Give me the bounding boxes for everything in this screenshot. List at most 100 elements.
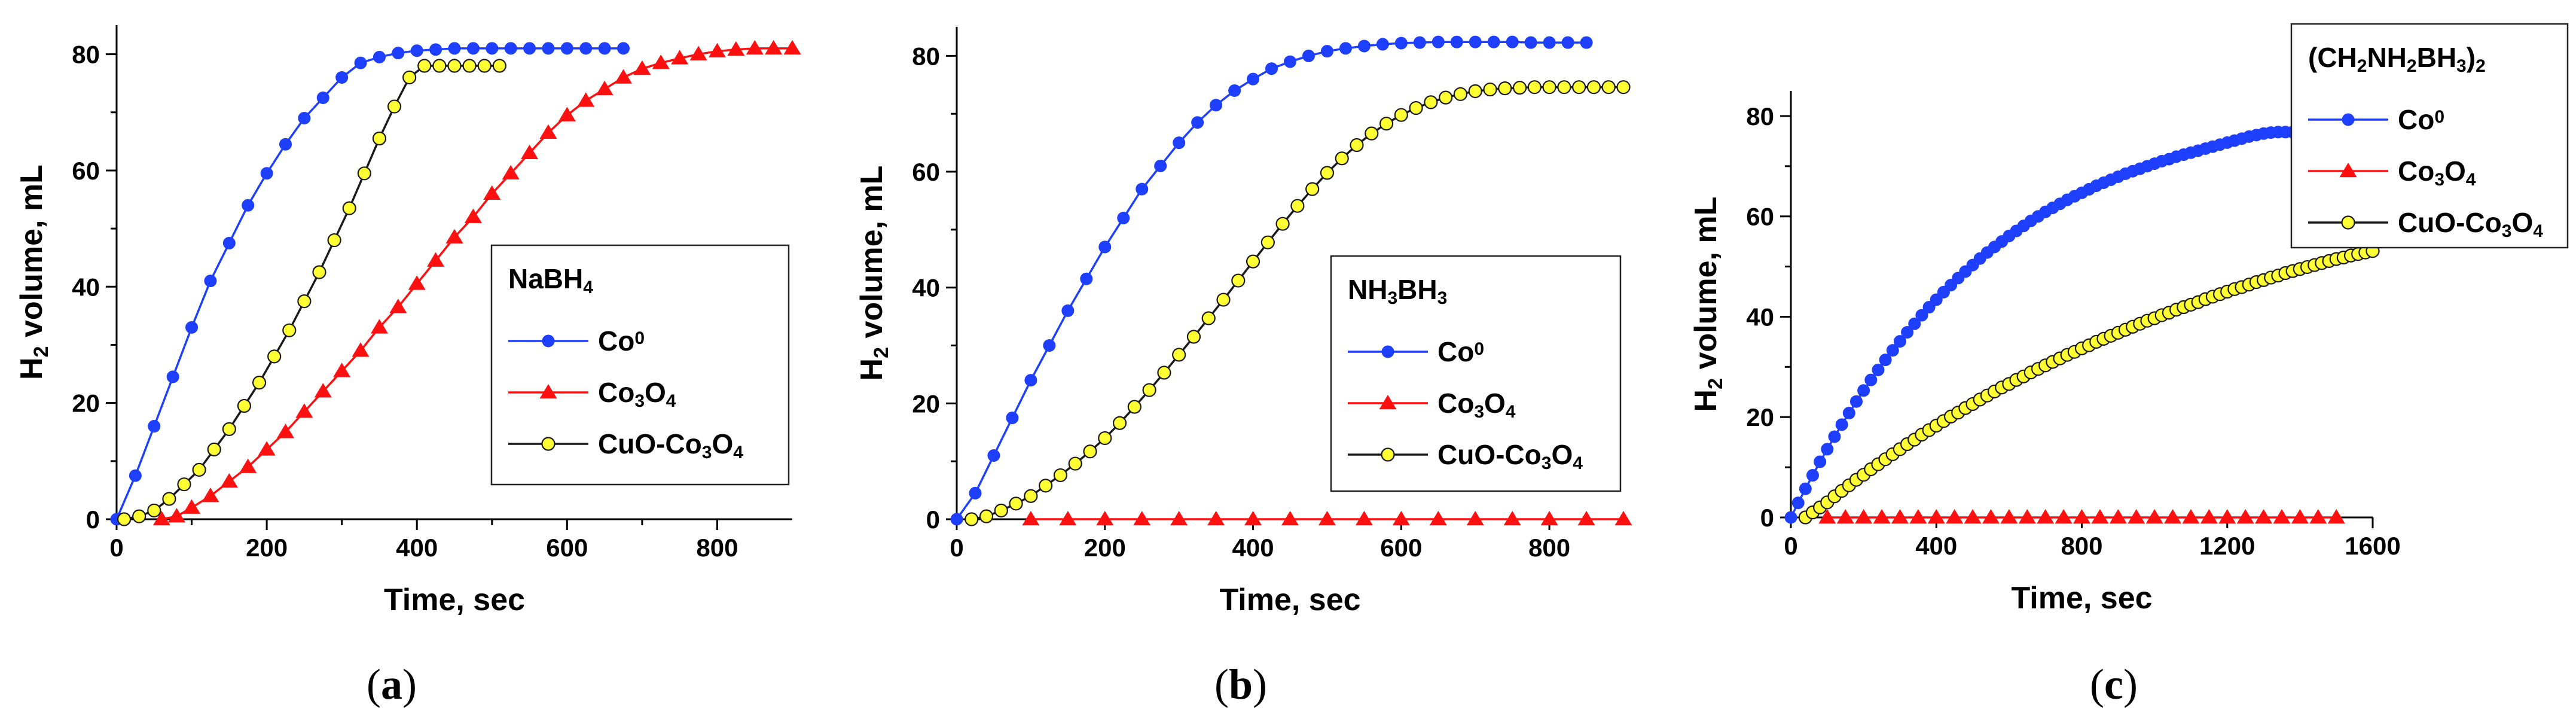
data-point-CuO-Co3O4 <box>1024 489 1038 503</box>
data-point-Co3O4 <box>2000 509 2018 524</box>
data-point-CuO-Co3O4 <box>1601 80 1616 95</box>
y-axis-label: H2 volume, mL <box>854 166 893 381</box>
data-point-Co0 <box>298 111 311 124</box>
data-point-CuO-Co3O4 <box>1112 416 1127 430</box>
data-point-Co3O4 <box>1096 511 1114 526</box>
data-point-Co3O4 <box>2091 509 2109 524</box>
data-point-Co0 <box>1487 35 1500 48</box>
y-tick-label: 80 <box>1746 102 1774 130</box>
data-point-CuO-Co3O4 <box>1127 400 1142 414</box>
y-tick-label: 80 <box>72 41 100 69</box>
data-point-Co0 <box>1835 418 1848 431</box>
x-tick-label: 0 <box>109 534 123 562</box>
data-point-Co3O4 <box>2327 509 2345 524</box>
data-point-Co0 <box>617 42 630 55</box>
data-point-Co3O4 <box>2109 509 2127 524</box>
legend-title-part-0: (CH <box>2308 42 2357 73</box>
data-point-CuO-Co3O4 <box>1320 166 1335 180</box>
data-point-CuO-Co3O4 <box>1083 444 1097 459</box>
caption-open: ( <box>367 660 381 708</box>
legend-title-part-1: 3 <box>1387 288 1397 308</box>
data-point-Co0 <box>598 42 611 55</box>
data-point-CuO-Co3O4 <box>1350 138 1364 153</box>
legend-label-CuO-Co3O4-part-1: 3 <box>702 443 712 462</box>
data-point-Co0 <box>1080 272 1093 285</box>
legend-label-Co3O4-part-0: Co <box>2398 156 2434 187</box>
data-point-CuO-Co3O4 <box>192 462 206 477</box>
data-point-Co0 <box>1006 412 1019 425</box>
data-point-Co3O4 <box>2182 509 2200 524</box>
data-point-CuO-Co3O4 <box>432 59 447 73</box>
data-point-Co3O4 <box>1170 511 1188 526</box>
legend-label-CuO-Co3O4-part-0: CuO-Co <box>2398 207 2502 238</box>
data-point-CuO-Co3O4 <box>1439 90 1453 105</box>
data-point-CuO-Co3O4 <box>267 349 282 364</box>
data-point-CuO-Co3O4 <box>162 492 176 506</box>
data-point-Co3O4 <box>408 275 426 290</box>
data-point-Co0 <box>1284 55 1296 68</box>
legend-label-Co0-part-1: 0 <box>2434 107 2444 127</box>
data-point-Co3O4 <box>1466 511 1484 526</box>
data-point-CuO-Co3O4 <box>1394 108 1408 122</box>
legend-label-Co0-part-0: Co <box>2398 104 2434 135</box>
legend-label-Co3O4: Co3O4 <box>2398 156 2476 190</box>
y-axis-label-part-1: 2 <box>870 347 893 358</box>
data-point-Co0 <box>1806 469 1819 482</box>
legend-title: NaBH4 <box>508 263 593 297</box>
data-point-Co0 <box>504 42 517 55</box>
data-point-Co0 <box>279 138 292 151</box>
data-point-Co3O4 <box>258 441 276 456</box>
data-point-Co0 <box>950 513 963 526</box>
y-tick-label: 60 <box>912 158 940 186</box>
data-point-CuO-Co3O4 <box>177 477 191 492</box>
data-point-CuO-Co3O4 <box>1275 217 1290 231</box>
x-tick-label: 1200 <box>2199 532 2255 560</box>
legend-label-CuO-Co3O4-part-1: 3 <box>2502 221 2512 241</box>
y-axis-label-part-1: 2 <box>30 346 53 357</box>
legend-label-Co3O4-part-1: 3 <box>1474 402 1484 422</box>
x-tick-label: 400 <box>1915 532 1957 560</box>
y-axis-label-part-2: volume, mL <box>14 165 49 346</box>
data-point-CuO-Co3O4 <box>147 503 161 518</box>
data-point-Co3O4 <box>239 458 257 473</box>
data-point-CuO-Co3O4 <box>402 70 417 85</box>
legend-title-part-1: 2 <box>2357 56 2367 76</box>
caption-open: ( <box>1214 660 1229 708</box>
y-tick-label: 20 <box>1746 403 1774 431</box>
data-point-Co3O4 <box>276 424 295 438</box>
y-tick-label: 60 <box>72 157 100 185</box>
legend-label-Co3O4-part-1: 3 <box>2434 170 2444 190</box>
data-point-CuO-Co3O4 <box>1557 80 1571 95</box>
y-tick-label: 40 <box>912 274 940 302</box>
data-point-CuO-Co3O4 <box>417 59 432 73</box>
legend-title-part-4: BH <box>2417 42 2456 73</box>
data-point-Co3O4 <box>765 39 783 55</box>
series-CuO-Co3O4 <box>965 80 1631 526</box>
series-line-CuO-Co3O4 <box>124 65 500 520</box>
data-point-Co3O4 <box>1873 509 1891 524</box>
data-point-Co3O4 <box>1281 511 1299 526</box>
data-point-Co0 <box>1821 443 1834 456</box>
y-tick-label: 40 <box>72 273 100 301</box>
data-point-CuO-Co3O4 <box>1586 80 1601 95</box>
data-point-Co0 <box>1339 42 1352 55</box>
legend-marker-CuO-Co3O4 <box>541 437 556 451</box>
y-tick-label: 60 <box>1746 203 1774 231</box>
data-point-Co3O4 <box>167 508 185 523</box>
data-point-Co0 <box>429 43 442 56</box>
data-point-CuO-Co3O4 <box>447 59 462 73</box>
y-tick-label: 0 <box>86 505 100 534</box>
legend-label-Co3O4: Co3O4 <box>1437 388 1516 422</box>
data-point-Co0 <box>260 167 273 180</box>
legend-label-Co3O4-part-1: 3 <box>634 391 645 411</box>
legend-label-CuO-Co3O4: CuO-Co3O4 <box>2398 207 2543 241</box>
data-point-Co3O4 <box>1982 509 2000 524</box>
data-point-Co3O4 <box>2236 509 2254 524</box>
data-point-Co3O4 <box>671 50 689 65</box>
y-axis-label-part-0: H <box>14 357 49 380</box>
data-point-Co3O4 <box>1927 509 1945 524</box>
data-point-CuO-Co3O4 <box>117 512 132 526</box>
data-point-CuO-Co3O4 <box>222 422 236 436</box>
data-point-Co0 <box>1357 39 1371 53</box>
